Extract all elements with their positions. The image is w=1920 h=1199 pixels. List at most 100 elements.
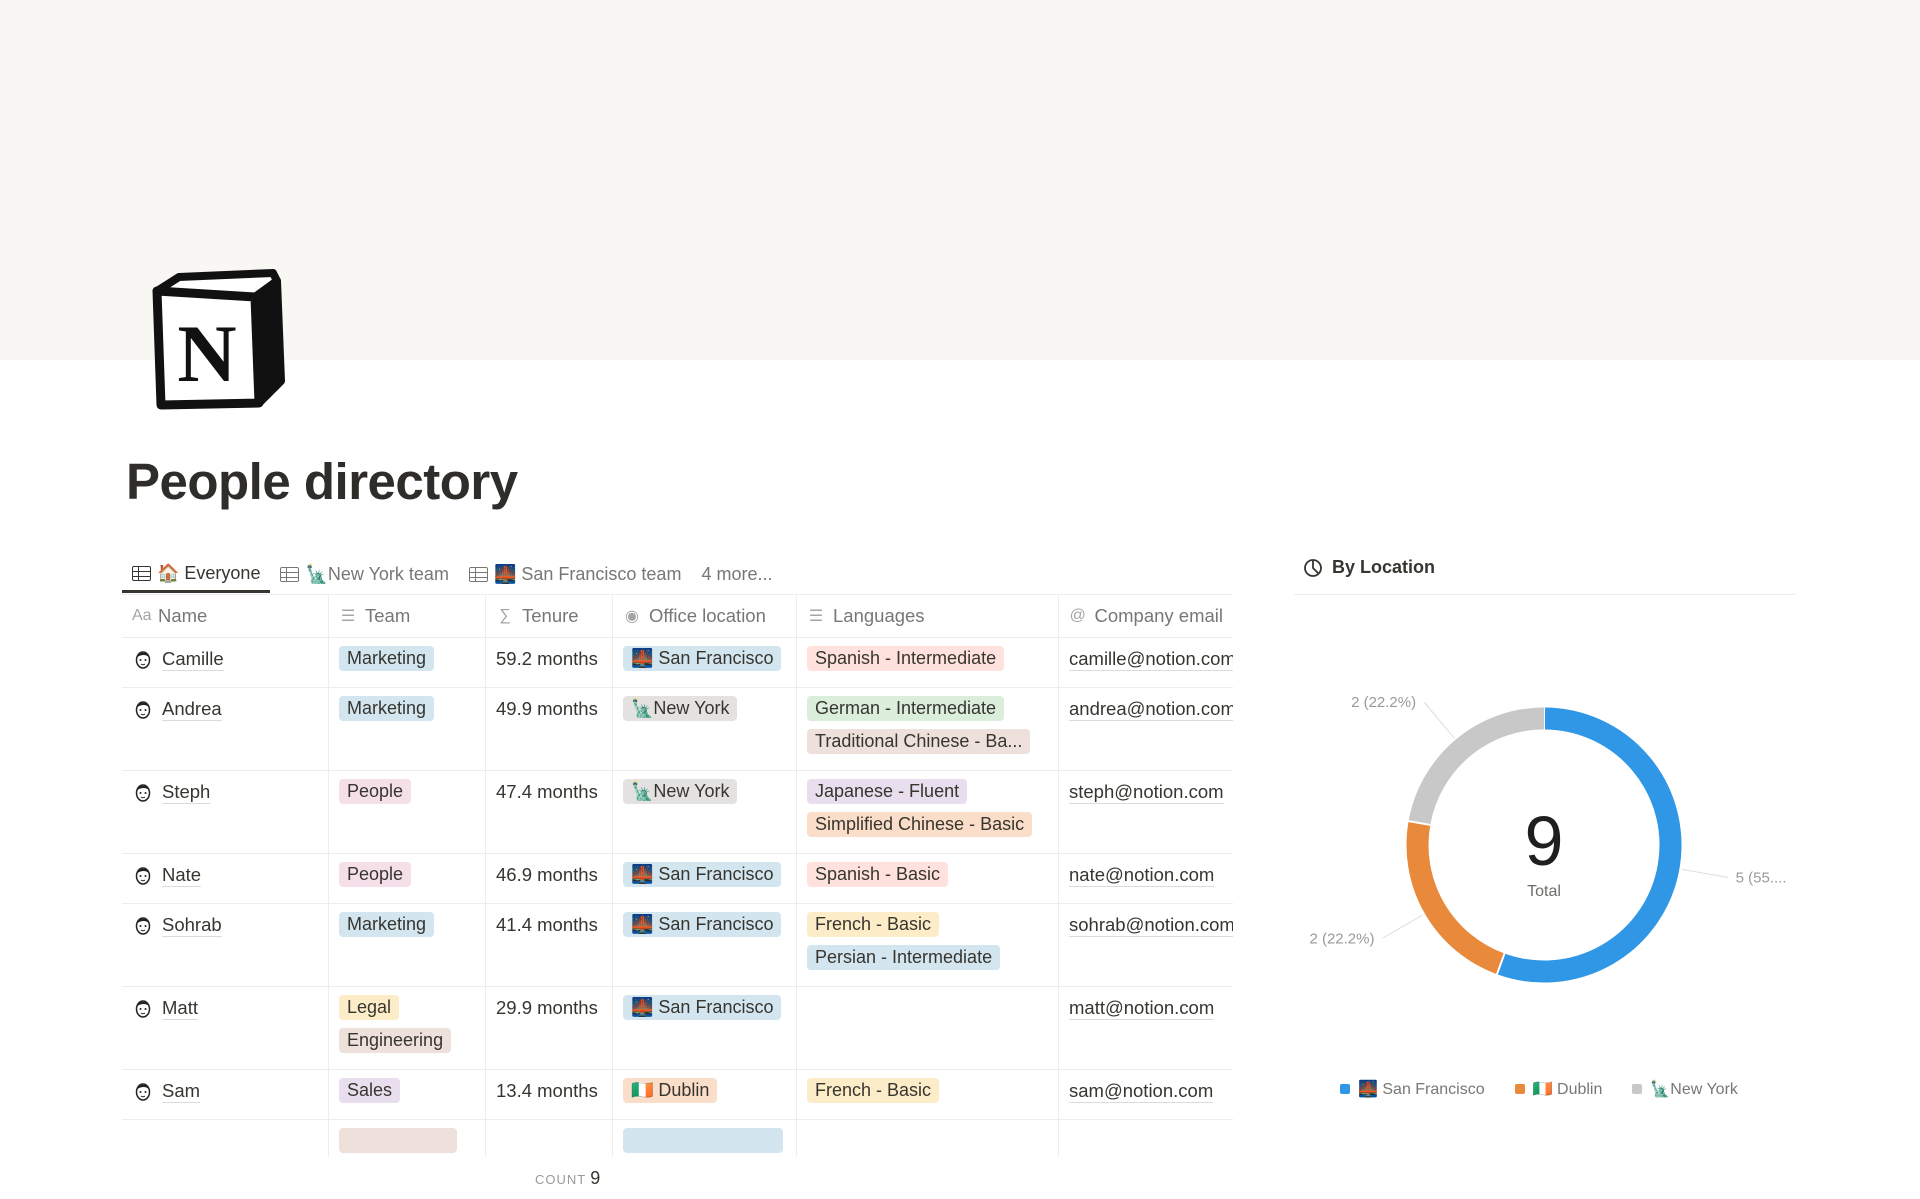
person-name[interactable]: Sam — [162, 1080, 201, 1103]
table-row[interactable]: Matt Legal Engineering 29.9 months 🌉 San Fra… — [122, 987, 1233, 1070]
person-name[interactable]: Sohrab — [162, 914, 222, 937]
tag[interactable]: 🌉 San Francisco — [623, 912, 782, 937]
person-name[interactable]: Matt — [162, 997, 198, 1020]
name-cell[interactable]: Andrea — [122, 688, 329, 770]
person-name[interactable]: Camille — [162, 648, 224, 671]
office-location-cell[interactable]: 🌉 San Francisco — [613, 987, 797, 1069]
email-link[interactable]: sam@notion.com — [1069, 1080, 1214, 1103]
company-email-cell[interactable]: nate@notion.com — [1059, 854, 1233, 903]
more-views-button[interactable]: 4 more... — [691, 553, 782, 591]
email-link[interactable]: matt@notion.com — [1069, 997, 1215, 1020]
name-cell[interactable]: Steph — [122, 771, 329, 853]
table-row[interactable]: Sam Sales 13.4 months 🇮🇪 Dublin French - Bas… — [122, 1070, 1233, 1120]
tag[interactable]: Marketing — [339, 696, 435, 721]
name-cell[interactable]: Sam — [122, 1070, 329, 1119]
tag[interactable]: Spanish - Intermediate — [807, 646, 1005, 671]
tag[interactable]: 🗽New York — [623, 779, 738, 804]
tag[interactable] — [339, 1128, 457, 1153]
company-email-cell[interactable]: steph@notion.com — [1059, 771, 1233, 853]
table-row[interactable]: Nate People 46.9 months 🌉 San Francisco Span… — [122, 854, 1233, 904]
team-cell[interactable]: Marketing — [329, 638, 486, 687]
office-location-cell[interactable]: 🗽New York — [613, 688, 797, 770]
name-cell[interactable]: Matt — [122, 987, 329, 1069]
team-cell[interactable]: Marketing — [329, 904, 486, 986]
languages-cell[interactable]: German - Intermediate Traditional Chinese… — [797, 688, 1059, 770]
tag[interactable]: 🗽New York — [623, 696, 738, 721]
languages-cell[interactable]: Japanese - Fluent Simplified Chinese - Ba… — [797, 771, 1059, 853]
legend-item[interactable]: 🌉 San Francisco — [1340, 1079, 1485, 1099]
languages-cell[interactable]: Spanish - Basic — [797, 854, 1059, 903]
company-email-cell[interactable]: sohrab@notion.com — [1059, 904, 1233, 986]
languages-cell[interactable]: French - Basic — [797, 1070, 1059, 1119]
name-cell[interactable]: Camille — [122, 638, 329, 687]
name-cell[interactable]: Sohrab — [122, 904, 329, 986]
tag[interactable]: Marketing — [339, 912, 435, 937]
tag[interactable]: French - Basic — [807, 1078, 940, 1103]
person-name[interactable]: Steph — [162, 781, 211, 804]
column-header-languages[interactable]: ☰ Languages — [797, 595, 1059, 637]
donut-slice-2[interactable] — [1408, 707, 1545, 826]
tag[interactable]: People — [339, 862, 412, 887]
team-cell[interactable]: People — [329, 771, 486, 853]
email-link[interactable]: steph@notion.com — [1069, 781, 1224, 804]
donut-slice-1[interactable] — [1406, 821, 1505, 975]
name-cell[interactable]: Nate — [122, 854, 329, 903]
tag[interactable]: 🌉 San Francisco — [623, 646, 782, 671]
tag[interactable]: 🇮🇪 Dublin — [623, 1078, 718, 1103]
tag[interactable]: 🌉 San Francisco — [623, 862, 782, 887]
languages-cell[interactable] — [797, 987, 1059, 1069]
tag[interactable]: Persian - Intermediate — [807, 945, 1001, 970]
company-email-cell[interactable]: sam@notion.com — [1059, 1070, 1233, 1119]
chart-header[interactable]: By Location — [1303, 557, 1435, 578]
team-cell[interactable]: People — [329, 854, 486, 903]
person-name[interactable]: Nate — [162, 864, 202, 887]
tag[interactable]: Marketing — [339, 646, 435, 671]
tag[interactable]: Simplified Chinese - Basic — [807, 812, 1033, 837]
tag[interactable]: Traditional Chinese - Ba... — [807, 729, 1031, 754]
column-header-name[interactable]: Aa Name — [122, 595, 329, 637]
tag[interactable]: French - Basic — [807, 912, 940, 937]
tab-everyone[interactable]: 🏠 Everyone — [122, 553, 271, 593]
team-cell[interactable]: Sales — [329, 1070, 486, 1119]
office-location-cell[interactable]: 🗽New York — [613, 771, 797, 853]
column-header-team[interactable]: ☰ Team — [329, 595, 486, 637]
person-name[interactable]: Andrea — [162, 698, 222, 721]
office-location-cell[interactable]: 🌉 San Francisco — [613, 904, 797, 986]
column-header-office-location[interactable]: ◉ Office location — [613, 595, 797, 637]
tag[interactable]: Sales — [339, 1078, 401, 1103]
tag[interactable]: Spanish - Basic — [807, 862, 949, 887]
email-link[interactable]: camille@notion.com — [1069, 646, 1233, 671]
tag[interactable]: Engineering — [339, 1028, 452, 1053]
company-email-cell[interactable]: andrea@notion.com — [1059, 688, 1233, 770]
table-row[interactable]: Steph People 47.4 months 🗽New York Japanese … — [122, 771, 1233, 854]
tag[interactable]: Japanese - Fluent — [807, 779, 968, 804]
donut-slice-0[interactable] — [1496, 707, 1682, 983]
office-location-cell[interactable]: 🌉 San Francisco — [613, 854, 797, 903]
legend-item[interactable]: 🗽New York — [1632, 1079, 1738, 1099]
count-footer[interactable]: COUNT 9 — [535, 1168, 600, 1189]
team-cell[interactable]: Legal Engineering — [329, 987, 486, 1069]
company-email-cell[interactable]: matt@notion.com — [1059, 987, 1233, 1069]
table-row[interactable]: Camille Marketing 59.2 months 🌉 San Francis… — [122, 638, 1233, 688]
languages-cell[interactable]: French - Basic Persian - Intermediate — [797, 904, 1059, 986]
table-row[interactable]: Sohrab Marketing 41.4 months 🌉 San Francisc… — [122, 904, 1233, 987]
company-email-cell[interactable]: camille@notion.com — [1059, 638, 1233, 687]
legend-item[interactable]: 🇮🇪 Dublin — [1514, 1079, 1602, 1099]
table-row-partial[interactable] — [122, 1120, 1233, 1156]
tag[interactable]: Legal — [339, 995, 400, 1020]
tag[interactable] — [623, 1128, 783, 1153]
office-location-cell[interactable]: 🇮🇪 Dublin — [613, 1070, 797, 1119]
tag[interactable]: People — [339, 779, 412, 804]
tab-san-francisco-team[interactable]: 🌉 San Francisco team — [459, 553, 691, 591]
office-location-cell[interactable]: 🌉 San Francisco — [613, 638, 797, 687]
email-link[interactable]: nate@notion.com — [1069, 864, 1215, 887]
column-header-tenure[interactable]: ∑ Tenure — [486, 595, 613, 637]
tab-new-york-team[interactable]: 🗽New York team — [270, 553, 458, 591]
tag[interactable]: 🌉 San Francisco — [623, 995, 782, 1020]
email-link[interactable]: andrea@notion.com — [1069, 696, 1233, 721]
email-link[interactable]: sohrab@notion.com — [1069, 914, 1233, 937]
column-header-company-email[interactable]: @ Company email — [1059, 595, 1233, 637]
table-row[interactable]: Andrea Marketing 49.9 months 🗽New York Germa… — [122, 688, 1233, 771]
tag[interactable]: German - Intermediate — [807, 696, 1005, 721]
team-cell[interactable]: Marketing — [329, 688, 486, 770]
